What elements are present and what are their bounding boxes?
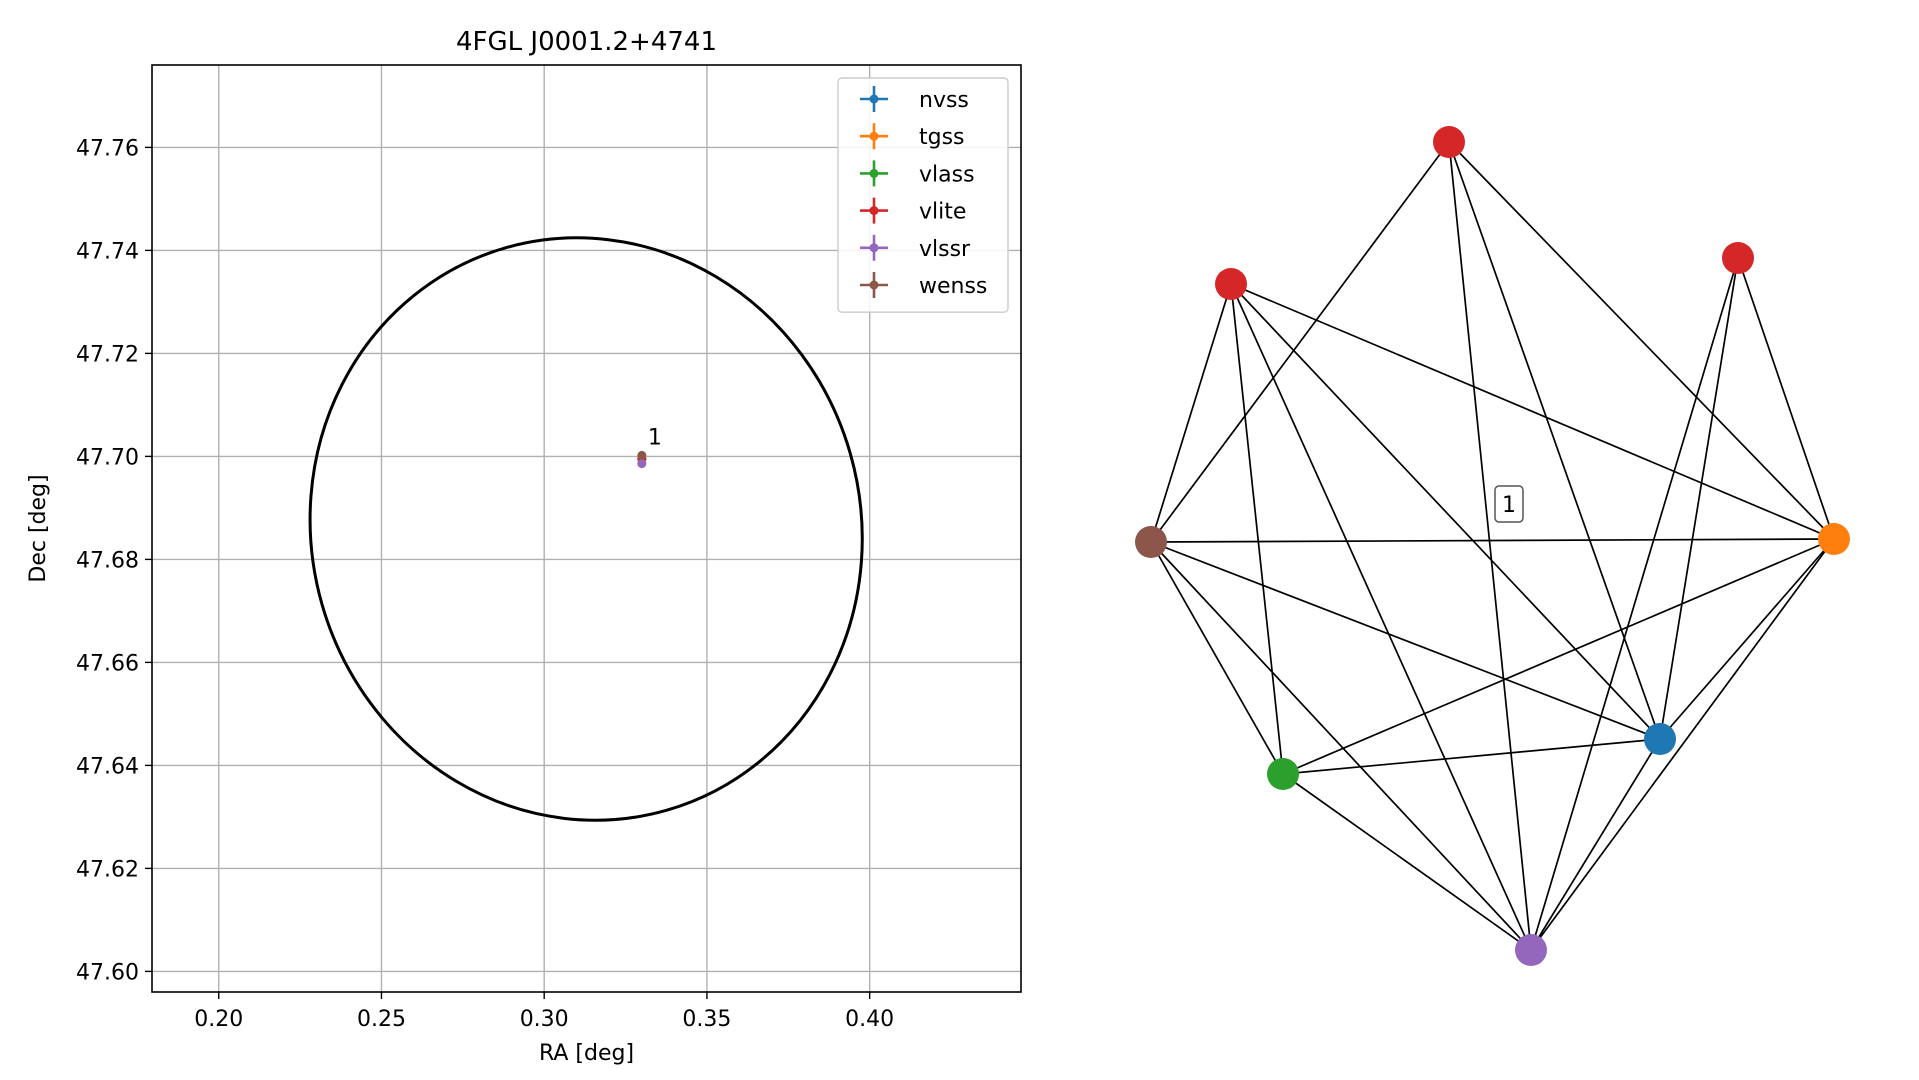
plot-frame	[151, 64, 1022, 993]
network-node-vlssr	[1515, 934, 1547, 966]
network-edge	[1659, 538, 1835, 740]
network-edge	[1659, 257, 1739, 740]
y-axis-label: Dec [deg]	[26, 474, 51, 582]
network-node-tgss	[1818, 523, 1850, 555]
network-edge	[1448, 141, 1835, 540]
legend-dot-vlass	[869, 168, 879, 178]
legend-label-nvss: nvss	[919, 88, 969, 113]
network-edge	[1150, 541, 1661, 740]
network-edge	[1150, 541, 1284, 775]
network-edge	[1448, 141, 1661, 740]
network-edge	[1230, 283, 1532, 951]
x-ticks: 0.20 0.25 0.30 0.35 0.40	[194, 992, 894, 1032]
network-node-vlite_b	[1215, 268, 1247, 300]
x-tick-label: 0.20	[194, 1007, 243, 1032]
network-node-vlass	[1267, 758, 1299, 790]
network-edge	[1150, 141, 1450, 543]
point-wenss	[637, 450, 647, 460]
network-edge	[1282, 538, 1835, 775]
network-edge	[1230, 283, 1661, 740]
network-edge	[1230, 283, 1284, 775]
legend-dot-vlssr	[869, 243, 879, 253]
y-tick-label: 47.70	[76, 445, 139, 470]
network-edge	[1530, 257, 1739, 951]
network-node-vlite_c	[1722, 242, 1754, 274]
legend-dot-nvss	[869, 94, 879, 104]
y-tick-label: 47.74	[76, 239, 139, 264]
network-edge	[1530, 738, 1661, 951]
source-points: 1	[637, 425, 662, 469]
y-tick-label: 47.64	[76, 754, 139, 779]
cluster-label-text: 1	[1502, 493, 1516, 518]
network-edge	[1282, 738, 1661, 775]
legend-dot-vlite	[869, 206, 879, 216]
legend-dot-wenss	[869, 280, 879, 290]
error-ellipse-layer	[308, 236, 864, 822]
legend-label-vlssr: vlssr	[919, 237, 971, 262]
network-edge	[1737, 257, 1835, 540]
x-tick-label: 0.30	[520, 1007, 569, 1032]
network-node-vlite_a	[1433, 126, 1465, 158]
network-edge	[1530, 538, 1835, 951]
x-axis-label: RA [deg]	[539, 1041, 634, 1066]
legend: nvss tgss vlass vlite vlssr wenss	[837, 77, 1009, 313]
error-ellipse	[308, 236, 864, 822]
network-edge	[1150, 283, 1232, 543]
left-scatter-panel: 1 0.20 0.25 0.30 0.35 0.40 47.6047.6247.6447…	[26, 27, 1022, 1066]
x-tick-label: 0.40	[845, 1007, 894, 1032]
point-vlssr	[637, 459, 647, 469]
network-edges	[1150, 141, 1835, 951]
x-tick-label: 0.35	[682, 1007, 731, 1032]
cluster-label-box: 1	[1494, 485, 1524, 523]
y-ticks: 47.60 47.62 47.64 47.66 47.68 47.70 47.72 47.74…	[76, 136, 152, 985]
legend-label-tgss: tgss	[919, 125, 965, 150]
network-edge	[1282, 773, 1532, 951]
right-network-panel: 1	[1135, 126, 1850, 966]
network-edge	[1150, 538, 1835, 543]
y-tick-label: 47.62	[76, 857, 139, 882]
y-tick-label: 47.60	[76, 960, 139, 985]
network-node-nvss	[1644, 723, 1676, 755]
y-tick-label: 47.66	[76, 651, 139, 676]
legend-label-vlass: vlass	[919, 162, 975, 187]
network-nodes	[1135, 126, 1850, 966]
network-edge	[1448, 141, 1532, 951]
cluster-label-frame	[1494, 485, 1524, 523]
legend-label-vlite: vlite	[919, 200, 966, 225]
legend-label-wenss: wenss	[919, 274, 987, 299]
y-tick-label: 47.72	[76, 342, 139, 367]
network-edge	[1150, 541, 1532, 951]
y-tick-label: 47.76	[76, 136, 139, 161]
network-node-wenss	[1135, 526, 1167, 558]
point-annotation: 1	[648, 425, 662, 450]
chart-title: 4FGL J0001.2+4741	[456, 27, 717, 57]
legend-dot-tgss	[869, 131, 879, 141]
network-edge	[1230, 283, 1835, 540]
y-tick-label: 47.68	[76, 548, 139, 573]
x-tick-label: 0.25	[357, 1007, 406, 1032]
